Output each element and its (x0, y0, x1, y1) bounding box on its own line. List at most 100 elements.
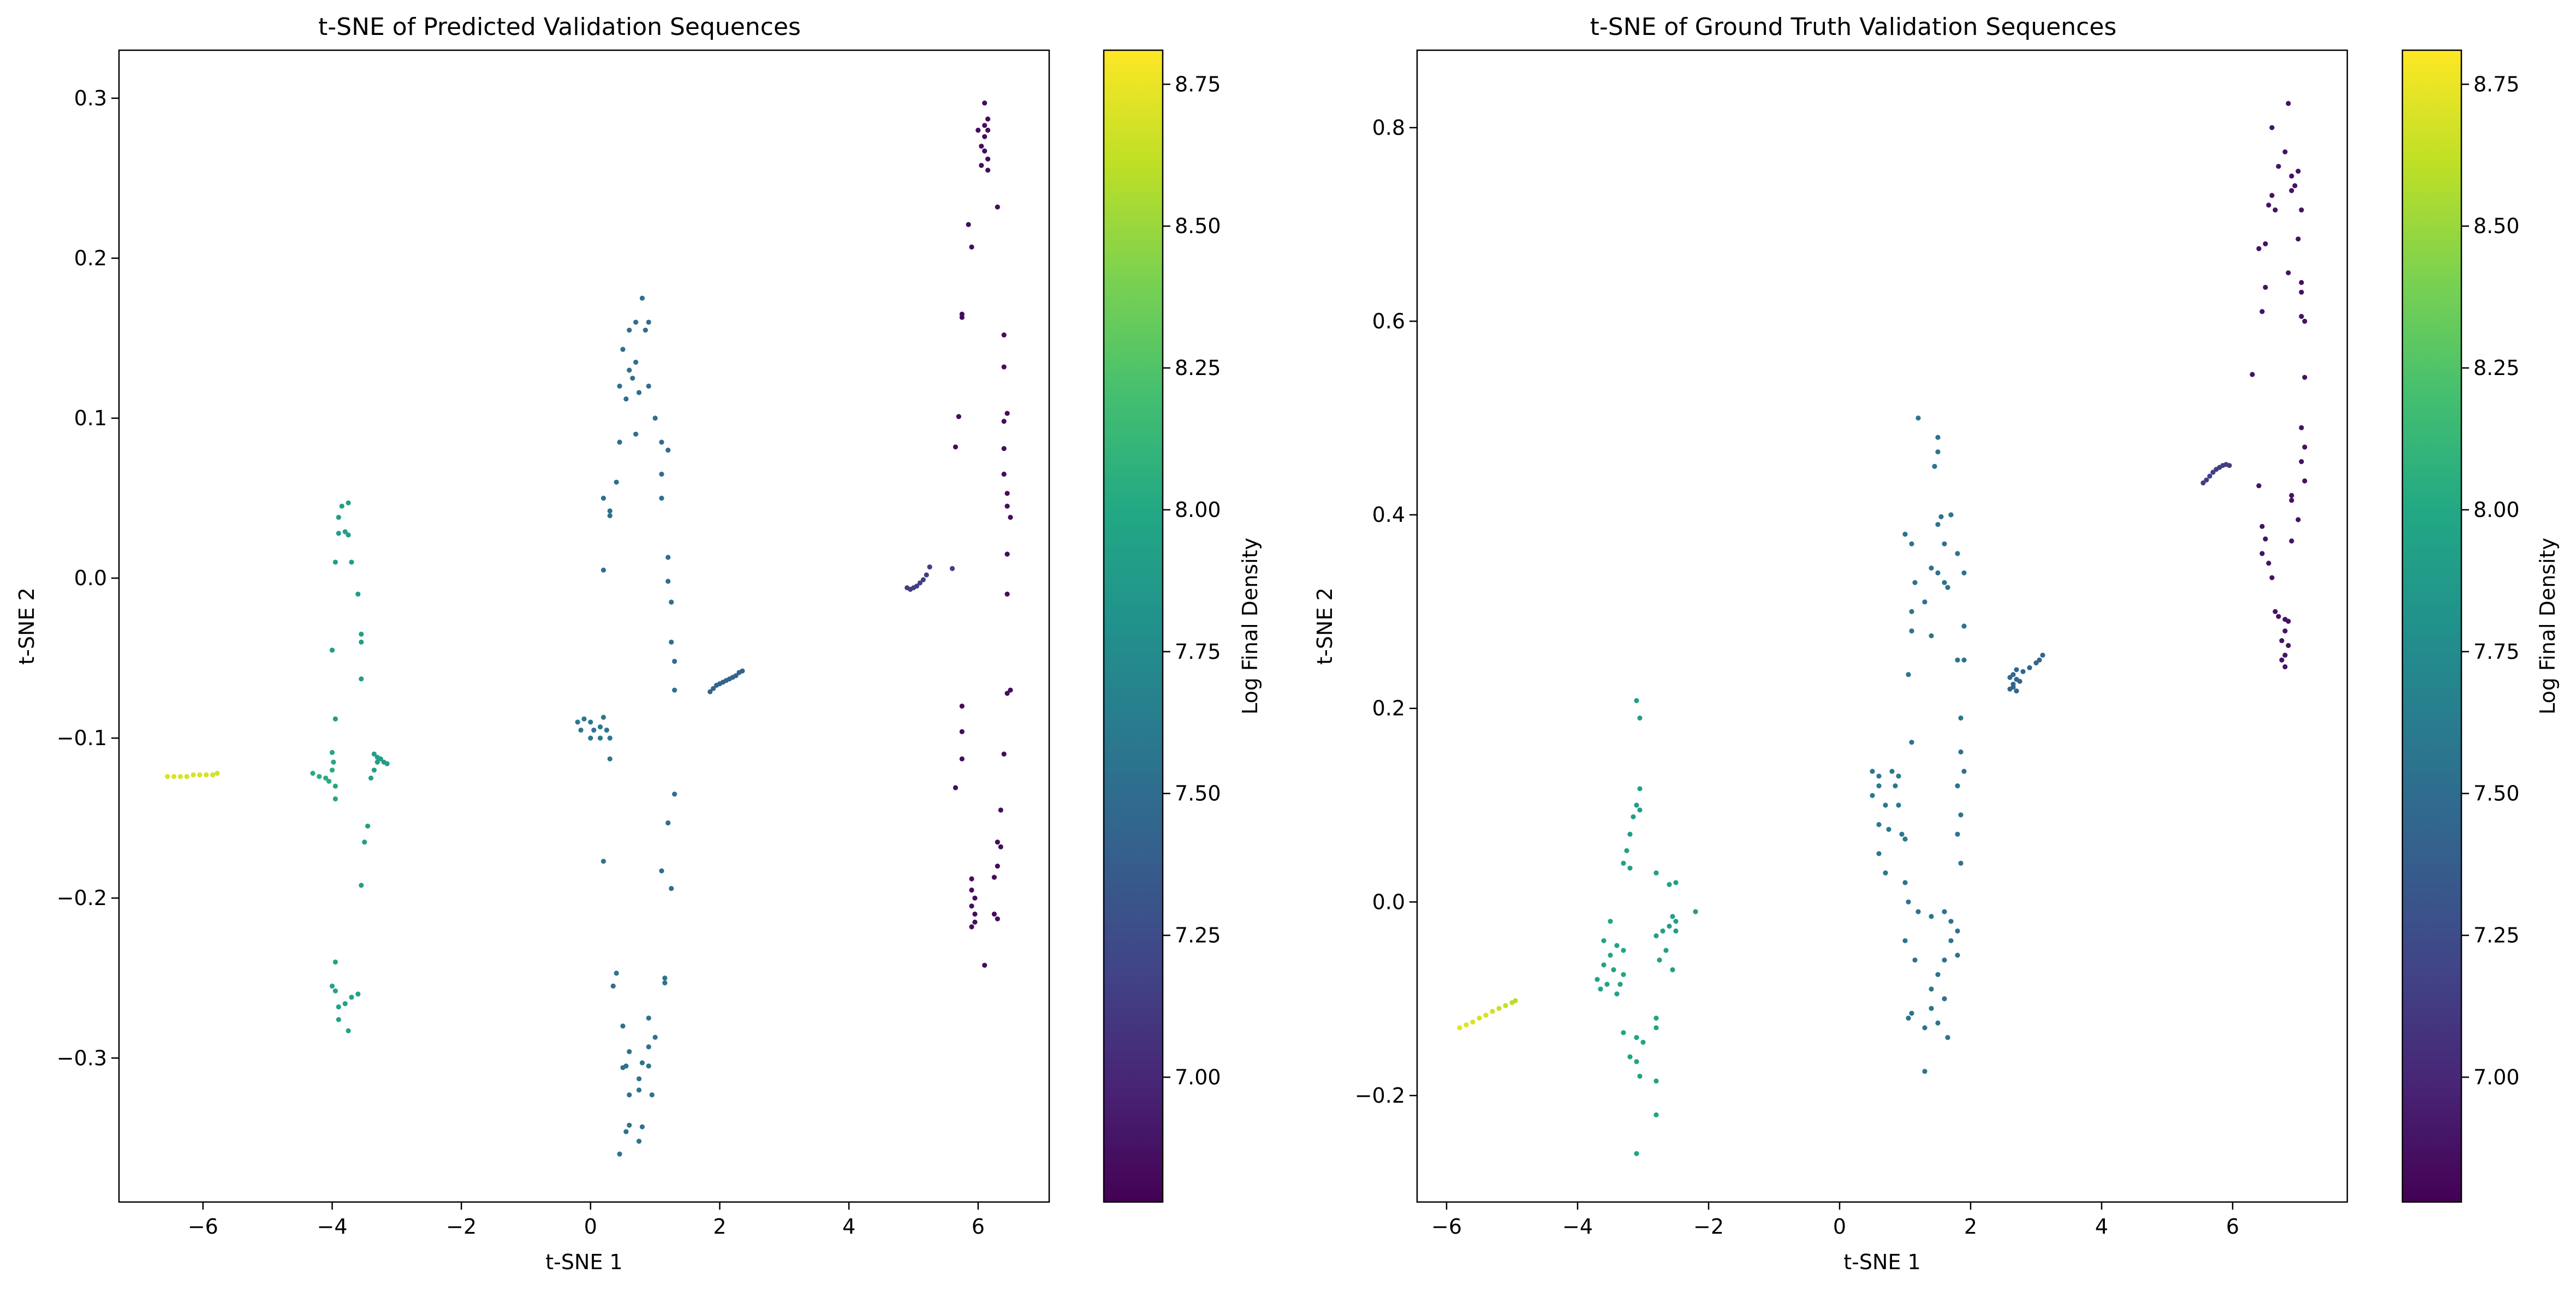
data-point (646, 1015, 651, 1021)
data-point (1653, 1112, 1659, 1117)
data-point (600, 567, 606, 573)
data-point (2302, 374, 2307, 380)
data-point (1463, 1022, 1469, 1028)
data-point (1004, 491, 1010, 496)
data-point (662, 975, 668, 981)
data-point (336, 1004, 341, 1010)
data-point (627, 1092, 632, 1098)
data-point (1935, 570, 1941, 576)
x-tick-label: −4 (317, 1215, 347, 1239)
colorbar-tick-label: 8.00 (2473, 498, 2520, 522)
x-tick-label: −6 (188, 1215, 218, 1239)
data-point (1670, 967, 1675, 973)
data-point (1670, 914, 1675, 919)
data-point (600, 715, 606, 720)
x-axis: −6 −4 −2 0 2 4 6 (1431, 1202, 2239, 1239)
data-point (2017, 679, 2022, 684)
data-point (995, 864, 1000, 869)
data-point (339, 503, 344, 509)
data-point (1922, 1025, 1927, 1031)
data-point (1935, 435, 1941, 440)
data-point (623, 1129, 629, 1134)
data-point (639, 1060, 645, 1066)
data-point (332, 716, 338, 722)
data-point (972, 919, 978, 925)
data-point (1653, 870, 1659, 876)
data-point (2207, 473, 2212, 479)
data-point (346, 1028, 351, 1033)
data-point (972, 911, 978, 917)
data-point (659, 472, 664, 477)
data-point (1961, 570, 1967, 576)
data-point (1929, 633, 1934, 639)
data-point (1004, 691, 1010, 696)
data-point (1673, 919, 1679, 924)
y-tick-label: −0.1 (57, 726, 107, 750)
data-point (2295, 169, 2301, 174)
y-tick-label: 0.4 (1372, 503, 1405, 527)
data-point (329, 749, 335, 755)
data-point (1640, 1039, 1646, 1045)
data-point (171, 774, 177, 780)
data-point (588, 719, 593, 725)
data-point (1893, 783, 1898, 789)
data-point (617, 383, 622, 389)
colorbar-tick-label: 8.25 (1175, 356, 1221, 380)
data-point (1955, 783, 1960, 789)
x-tick-label: −2 (1693, 1215, 1724, 1239)
data-point (1614, 943, 1620, 948)
x-tick-label: 4 (2095, 1215, 2108, 1239)
data-point (365, 823, 371, 829)
data-point (359, 883, 364, 888)
data-point (2227, 463, 2232, 468)
data-point (204, 772, 209, 778)
data-point (620, 1024, 626, 1029)
data-point (578, 727, 584, 733)
data-point (1876, 851, 1882, 856)
data-point (1001, 332, 1007, 338)
colorbar: 7.00 7.25 7.50 7.75 8.00 8.25 8.50 8.75 Log Fin… (1103, 49, 1262, 1203)
data-point (336, 531, 341, 536)
data-point (959, 756, 965, 761)
data-point (2200, 480, 2206, 486)
y-tick-label: 0.2 (1372, 697, 1405, 721)
data-point (1942, 580, 1947, 585)
data-point (953, 785, 958, 790)
data-point (959, 703, 965, 709)
data-point (649, 1092, 655, 1098)
data-point (1883, 870, 1888, 876)
data-point (1617, 981, 1623, 987)
data-point (1673, 928, 1679, 934)
data-point (1470, 1019, 1476, 1025)
y-axis: −0.3 −0.2 −0.1 0.0 0.1 0.2 0.3 (57, 86, 119, 1070)
data-point (627, 1049, 632, 1055)
data-point (1942, 957, 1947, 963)
data-point (1001, 419, 1007, 424)
data-point (1935, 522, 1941, 527)
data-point (617, 439, 622, 445)
data-point (1614, 991, 1620, 997)
data-point (652, 415, 658, 421)
data-point (1948, 512, 1954, 517)
data-point (2010, 672, 2016, 677)
data-point (995, 840, 1000, 845)
data-point (1945, 1035, 1950, 1040)
data-point (614, 971, 619, 976)
colorbar-ticks: 7.00 7.25 7.50 7.75 8.00 8.25 8.50 8.75 (2461, 72, 2520, 1089)
data-point (1673, 880, 1679, 885)
data-point (2259, 523, 2265, 530)
data-point (975, 127, 981, 133)
colorbar-tick-label: 7.50 (1175, 782, 1221, 806)
data-point (1929, 1006, 1934, 1011)
data-point (714, 682, 719, 688)
data-point (665, 820, 671, 826)
data-point (1929, 914, 1934, 919)
data-point (2010, 685, 2016, 690)
colorbar-ticks: 7.00 7.25 7.50 7.75 8.00 8.25 8.50 8.75 (1163, 72, 1221, 1089)
data-point (332, 560, 338, 565)
scatter-points (1457, 100, 2307, 1156)
chart-ground-truth: t-SNE of Ground Truth Validation Sequenc… (1313, 13, 2560, 1274)
data-point (1621, 948, 1626, 953)
data-point (1938, 514, 1944, 520)
